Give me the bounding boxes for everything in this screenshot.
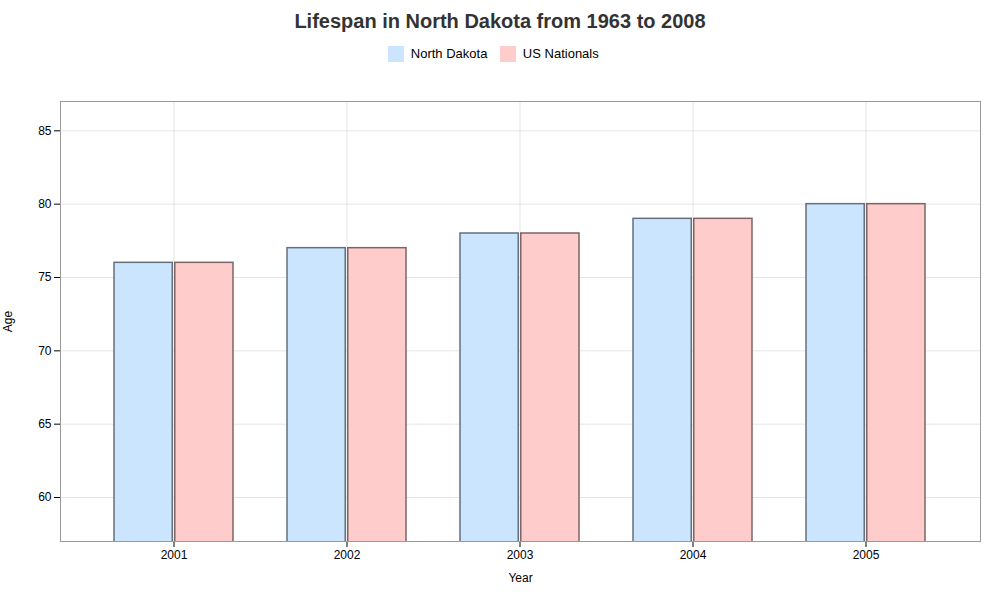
svg-text:Age: Age	[1, 310, 15, 332]
svg-text:60: 60	[38, 490, 52, 504]
svg-text:2002: 2002	[334, 548, 361, 562]
svg-text:75: 75	[38, 270, 52, 284]
svg-text:80: 80	[38, 197, 52, 211]
svg-text:65: 65	[38, 417, 52, 431]
html-text:North Dakota: North Dakota	[410, 46, 488, 61]
svg-text:2004: 2004	[680, 548, 707, 562]
svg-text:2003: 2003	[507, 548, 534, 562]
html-text:US Nationals: US Nationals	[522, 46, 599, 61]
svg-text:70: 70	[38, 343, 52, 357]
svg-text:2005: 2005	[853, 548, 880, 562]
html-text:Lifespan in North Dakota from: Lifespan in North Dakota from 1963 to 20…	[294, 10, 706, 32]
svg-text:Year: Year	[508, 570, 532, 584]
svg-text:85: 85	[38, 123, 52, 137]
svg-text:2001: 2001	[161, 548, 188, 562]
